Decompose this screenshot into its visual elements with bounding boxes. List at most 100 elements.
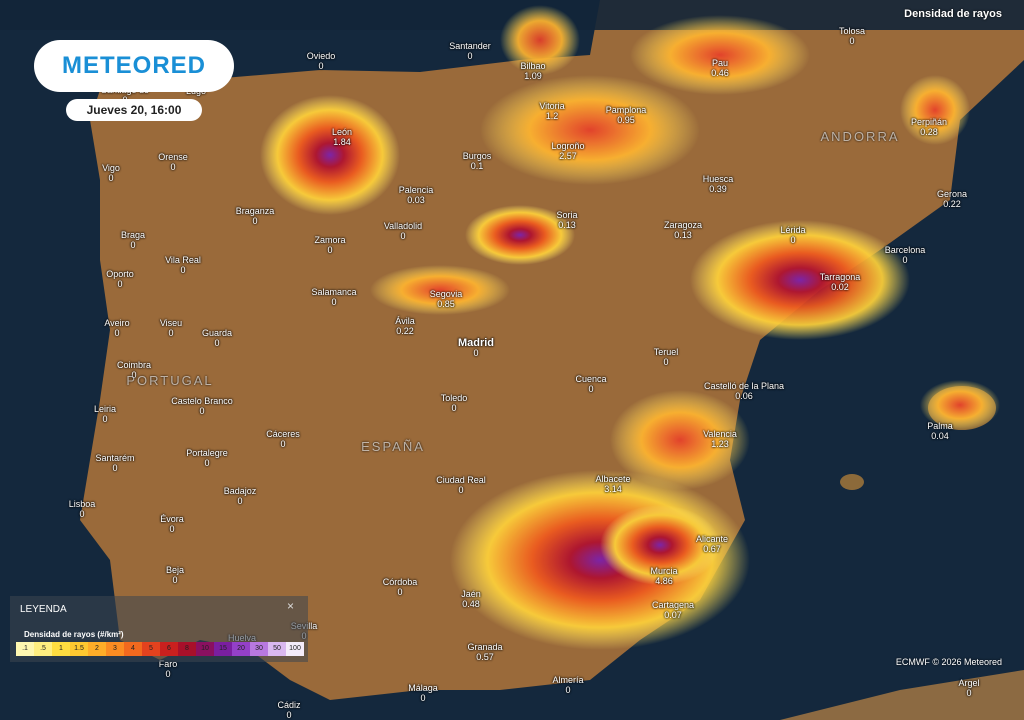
city-name: Bilbao bbox=[520, 61, 546, 71]
city-label[interactable]: Cuenca 0 bbox=[575, 374, 606, 394]
city-label[interactable]: Argel 0 bbox=[958, 678, 979, 698]
city-label[interactable]: Braganza 0 bbox=[236, 206, 275, 226]
lightning-density bbox=[260, 5, 1000, 650]
city-label[interactable]: Cáceres 0 bbox=[266, 429, 300, 449]
city-value: 0 bbox=[327, 245, 333, 255]
city-label[interactable]: Oporto 0 bbox=[106, 269, 134, 289]
city-label[interactable]: Guarda 0 bbox=[202, 328, 232, 348]
city-label[interactable]: Granada 0.57 bbox=[467, 642, 502, 662]
city-label[interactable]: Braga 0 bbox=[121, 230, 145, 250]
close-button[interactable]: × bbox=[286, 599, 294, 613]
city-label[interactable]: Madrid 0 bbox=[458, 338, 494, 359]
city-label[interactable]: Castelo Branco 0 bbox=[171, 396, 233, 416]
city-name: Oporto bbox=[106, 269, 134, 279]
city-label[interactable]: Lérida 0 bbox=[780, 225, 805, 245]
land bbox=[780, 670, 1024, 720]
city-name: Perpiñán bbox=[910, 117, 948, 127]
city-label[interactable]: Vila Real 0 bbox=[165, 255, 201, 275]
city-label[interactable]: Vigo 0 bbox=[102, 163, 120, 183]
city-label[interactable]: Évora 0 bbox=[160, 514, 184, 534]
city-name: Pamplona bbox=[605, 105, 647, 115]
city-value: 0 bbox=[451, 403, 457, 413]
city-label[interactable]: Zamora 0 bbox=[314, 235, 345, 255]
city-name: Valencia bbox=[703, 429, 737, 439]
city-label[interactable]: Santarém 0 bbox=[95, 453, 134, 473]
city-label[interactable]: Logroño 2.57 bbox=[551, 141, 584, 161]
city-label[interactable]: Beja 0 bbox=[166, 565, 184, 585]
city-label[interactable]: Lisboa 0 bbox=[69, 499, 96, 519]
city-label[interactable]: Murcia 4.86 bbox=[650, 566, 677, 586]
city-value: 0 bbox=[112, 463, 118, 473]
city-label[interactable]: Toledo 0 bbox=[441, 393, 468, 413]
city-label[interactable]: Burgos 0.1 bbox=[463, 151, 492, 171]
city-name: Málaga bbox=[408, 683, 438, 693]
city-label[interactable]: Gerona 0.22 bbox=[937, 189, 967, 209]
city-label[interactable]: Jaén 0.48 bbox=[461, 589, 481, 609]
city-label[interactable]: Almería 0 bbox=[552, 675, 583, 695]
city-label[interactable]: Cartagena 0.07 bbox=[652, 600, 694, 620]
city-name: Huesca bbox=[702, 174, 734, 184]
legend-swatch: 8 bbox=[178, 642, 196, 656]
city-label[interactable]: Castelló de la Plana 0.06 bbox=[704, 381, 784, 401]
city-label[interactable]: Soria 0.13 bbox=[556, 210, 577, 230]
legend-swatch: 100 bbox=[286, 642, 304, 656]
city-label[interactable]: Alicante 0.67 bbox=[696, 534, 728, 554]
city-name: Viseu bbox=[159, 318, 183, 328]
city-name: Córdoba bbox=[382, 577, 418, 587]
city-label[interactable]: Leiria 0 bbox=[94, 404, 116, 424]
city-label[interactable]: Aveiro 0 bbox=[104, 318, 129, 338]
city-label[interactable]: Portalegre 0 bbox=[186, 448, 228, 468]
city-label[interactable]: Faro 0 bbox=[159, 659, 178, 679]
date-selector[interactable]: Jueves 20, 16:00 bbox=[66, 99, 202, 121]
city-label[interactable]: León 1.84 bbox=[332, 127, 352, 147]
city-label[interactable]: Ávila 0.22 bbox=[395, 316, 415, 336]
city-label[interactable]: Valladolid 0 bbox=[384, 221, 422, 241]
city-value: 0.67 bbox=[703, 544, 721, 554]
city-label[interactable]: Oviedo 0 bbox=[307, 51, 336, 71]
city-name: Santarém bbox=[95, 453, 135, 463]
city-name: Segovia bbox=[429, 289, 463, 299]
city-label[interactable]: Palma 0.04 bbox=[927, 421, 953, 441]
city-name: Jaén bbox=[461, 589, 481, 599]
city-label[interactable]: Perpiñán 0.28 bbox=[911, 117, 947, 137]
city-label[interactable]: Cádiz 0 bbox=[277, 700, 300, 720]
city-label[interactable]: Pau 0.46 bbox=[711, 58, 729, 78]
city-label[interactable]: Palencia 0.03 bbox=[399, 185, 434, 205]
city-label[interactable]: Vitoria 1.2 bbox=[539, 101, 564, 121]
legend: LEYENDA × Densidad de rayos (#/km²) .1.5… bbox=[10, 596, 308, 662]
city-value: 2.57 bbox=[559, 151, 577, 161]
city-label[interactable]: Barcelona 0 bbox=[885, 245, 926, 265]
city-value: 0 bbox=[117, 279, 123, 289]
city-name: Tolosa bbox=[838, 26, 866, 36]
city-label[interactable]: Bilbao 1.09 bbox=[520, 61, 545, 81]
city-label[interactable]: Huesca 0.39 bbox=[703, 174, 734, 194]
city-label[interactable]: Segovia 0.85 bbox=[430, 289, 463, 309]
city-label[interactable]: Córdoba 0 bbox=[383, 577, 418, 597]
city-name: Lisboa bbox=[68, 499, 96, 509]
city-value: 0 bbox=[331, 297, 337, 307]
city-label[interactable]: Ciudad Real 0 bbox=[436, 475, 486, 495]
city-label[interactable]: Zaragoza 0.13 bbox=[664, 220, 702, 240]
city-label[interactable]: Valencia 1.23 bbox=[703, 429, 737, 449]
city-label[interactable]: Viseu 0 bbox=[160, 318, 182, 338]
layer-title[interactable]: Densidad de rayos bbox=[904, 8, 1002, 20]
logo[interactable]: METEORED bbox=[34, 40, 234, 92]
city-name: Ciudad Real bbox=[436, 475, 486, 485]
city-label[interactable]: Teruel 0 bbox=[654, 347, 679, 367]
city-value: 0 bbox=[102, 414, 108, 424]
city-value: 0.46 bbox=[711, 68, 729, 78]
city-name: Aveiro bbox=[104, 318, 130, 328]
city-label[interactable]: Tarragona 0.02 bbox=[820, 272, 861, 292]
city-label[interactable]: Tolosa 0 bbox=[839, 26, 865, 46]
city-label[interactable]: Orense 0 bbox=[158, 152, 188, 172]
city-value: 0 bbox=[400, 231, 406, 241]
city-label[interactable]: Badajoz 0 bbox=[224, 486, 257, 506]
city-label[interactable]: Pamplona 0.95 bbox=[606, 105, 647, 125]
city-label[interactable]: Coimbra 0 bbox=[117, 360, 151, 380]
city-label[interactable]: Santander 0 bbox=[449, 41, 491, 61]
city-label[interactable]: Salamanca 0 bbox=[311, 287, 356, 307]
city-label[interactable]: Albacete 3.14 bbox=[595, 474, 630, 494]
city-label[interactable]: Málaga 0 bbox=[408, 683, 438, 703]
city-name: Murcia bbox=[650, 566, 678, 576]
